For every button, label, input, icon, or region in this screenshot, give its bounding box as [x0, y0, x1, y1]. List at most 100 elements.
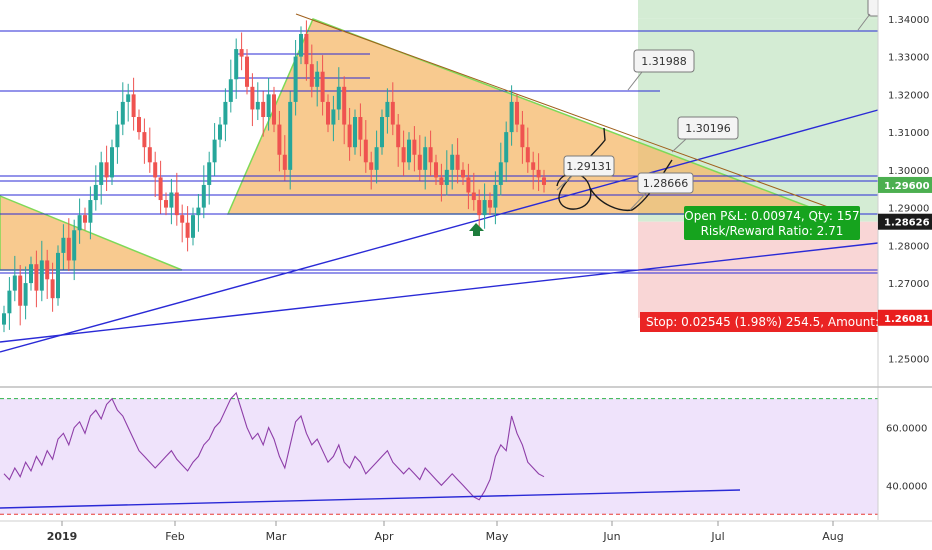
time-tick-label: Aug [822, 530, 843, 543]
candle-body [455, 154, 460, 170]
candle-body [223, 101, 228, 125]
candle-body [428, 147, 433, 163]
candle-body [207, 162, 212, 185]
time-tick-label: Mar [266, 530, 287, 543]
candle-body [450, 154, 455, 170]
candle-body [234, 49, 239, 80]
candle-body [104, 162, 109, 178]
candle-body [228, 79, 233, 102]
candle-body [66, 237, 71, 261]
candle-body [288, 101, 293, 170]
candle-body [245, 56, 249, 87]
candle-body [531, 162, 536, 170]
candle-body [396, 124, 401, 148]
candle-body [23, 283, 28, 306]
candle-body [482, 200, 487, 216]
candle-body [39, 260, 44, 291]
upper-resistance-line [295, 13, 829, 208]
candle-body [196, 207, 201, 216]
price-tick-label: 1.34000 [888, 15, 929, 26]
candle-body [423, 147, 428, 170]
candle-body [29, 264, 33, 284]
time-tick-label: Feb [165, 530, 184, 543]
candle-body [18, 275, 23, 306]
price-callout: 1.31988 [627, 49, 695, 91]
price-tick-label: 1.32000 [888, 90, 929, 101]
candle-body [137, 117, 141, 133]
rising-trendline [0, 109, 879, 353]
candle-body [342, 86, 347, 125]
candle-body [164, 200, 168, 208]
callout-pointer [556, 175, 573, 191]
rsi-band [0, 398, 878, 515]
callout-label: 1.29131 [566, 160, 612, 173]
candle-body [498, 162, 503, 185]
price-tick-label: 1.29000 [888, 204, 929, 215]
candle-body [315, 71, 320, 87]
lower-trendline [0, 242, 879, 343]
price-tick-label: 1.31000 [888, 128, 929, 139]
price-tick-label: 1.25000 [888, 355, 929, 366]
candle-body [255, 101, 260, 110]
candle-body [250, 86, 255, 110]
candle-body [153, 162, 158, 178]
candle-body [412, 139, 417, 155]
candle-body [439, 177, 444, 185]
price-badge [878, 309, 932, 326]
time-tick-label: May [486, 530, 509, 543]
candle-body [239, 49, 244, 57]
candle-body [120, 101, 125, 125]
price-callout: 1.30196 [671, 116, 739, 153]
stop-box [640, 312, 880, 332]
candle-body [2, 313, 6, 325]
candle-body [272, 94, 276, 125]
candle-body [444, 169, 449, 185]
candle-body [61, 237, 66, 253]
candle-body [309, 64, 314, 87]
rsi-tick-label: 40.0000 [886, 481, 927, 492]
candle-body [471, 192, 476, 201]
candle-body [212, 139, 217, 163]
candle-body [169, 192, 174, 208]
profit-zone-top [638, 0, 878, 19]
price-badge-label: 1.26081 [884, 314, 930, 325]
price-pane: 1.31988 1.30196 1.29131 1.28666 Open P&L: 0.… [0, 0, 887, 353]
time-tick-label: Apr [374, 530, 394, 543]
candle-body [488, 200, 492, 208]
price-callout: 1.29131 [556, 155, 615, 191]
price-tick-label: 1.28000 [888, 241, 929, 252]
candle-body [326, 101, 330, 125]
candle-body [201, 184, 206, 208]
price-badge [878, 213, 932, 230]
candle-body [7, 290, 12, 314]
callout-pointer [629, 192, 647, 211]
rsi-tick-label: 60.0000 [886, 424, 927, 435]
candle-body [504, 132, 509, 163]
candle-body [363, 139, 368, 163]
pnl-text: Open P&L: 0.00974, Qty: 157 [684, 209, 859, 223]
candle-body [493, 184, 498, 208]
rsi-line [3, 391, 545, 501]
candle-body [299, 33, 303, 57]
candle-body [158, 177, 163, 201]
candle-body [50, 279, 55, 299]
price-badge-label: 1.29600 [884, 181, 930, 192]
pnl-box [684, 206, 860, 240]
callout-label: 1.28666 [643, 177, 689, 190]
candle-body [147, 147, 152, 163]
candle-body [320, 71, 325, 102]
candle-body [261, 101, 266, 118]
callout-box [563, 155, 615, 177]
candle-body [304, 33, 309, 65]
time-tick-label: Jun [602, 530, 620, 543]
callout-pointer [671, 138, 687, 153]
callout-pointer [627, 71, 643, 91]
candle-body [293, 56, 298, 102]
rsi-trendline [0, 489, 741, 509]
candle-body [126, 94, 131, 102]
candle-body [277, 124, 282, 155]
candle-body [191, 215, 195, 238]
candle-body [115, 124, 120, 148]
candle-body [56, 252, 60, 299]
price-tick-label: 1.33000 [888, 53, 929, 64]
